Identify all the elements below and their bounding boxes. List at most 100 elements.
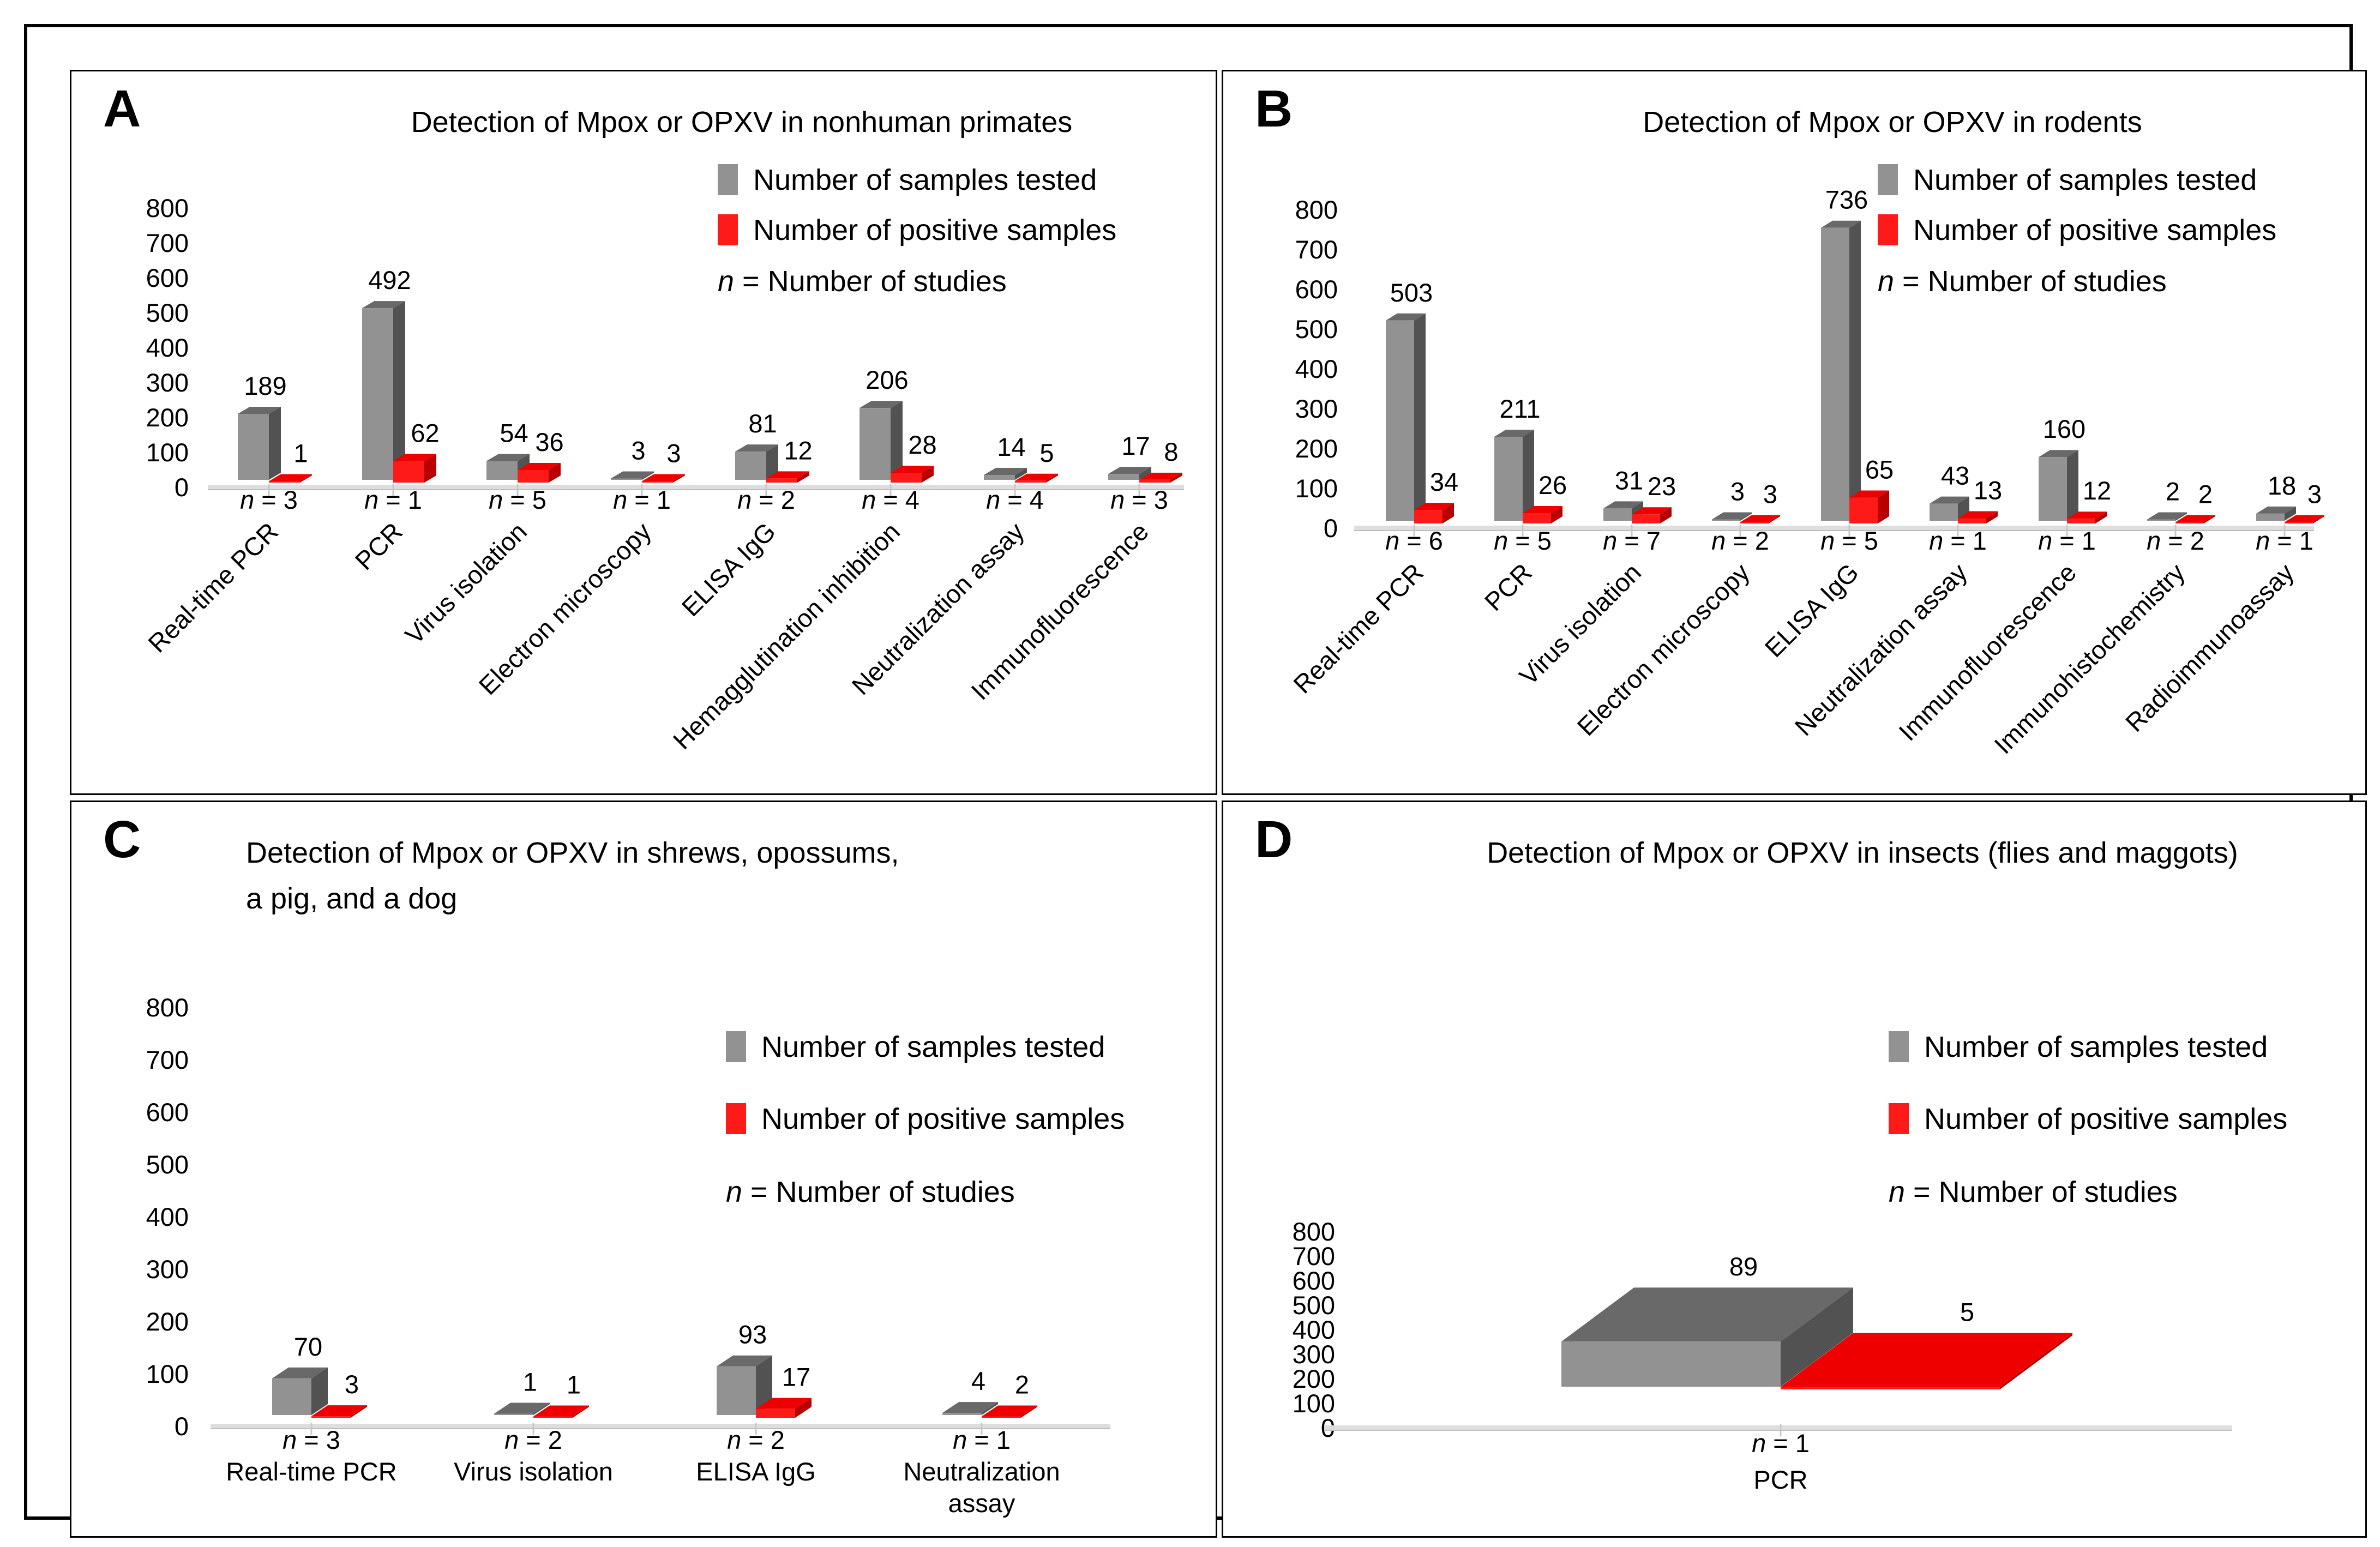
y-axis-tick-label: 500 xyxy=(146,1150,189,1179)
value-label-positive-samples: 3 xyxy=(2307,480,2322,509)
value-label-samples-tested: 18 xyxy=(2268,471,2296,500)
legend-item-positive-samples: Number of positive samples xyxy=(718,214,1116,246)
category-label: Real-time PCR xyxy=(142,517,284,658)
legend: Number of samples tested Number of posit… xyxy=(726,1031,1125,1209)
category-label: PCR xyxy=(349,517,408,576)
axis-line xyxy=(208,485,1184,489)
axis-line xyxy=(211,1424,1110,1428)
n-studies-label: n = 6 xyxy=(1385,526,1443,555)
axis-line-shadow xyxy=(211,1428,1110,1429)
panel-b: 0 100 200 300 400 500 600 700 800 503 34 n = 6 Real-… xyxy=(1222,70,2367,795)
chart-svg: 0 100 200 300 400 500 600 700 800 70 3n = 3 Real-ti… xyxy=(146,993,1110,1518)
value-label-samples-tested: 4 xyxy=(971,1367,985,1395)
legend-n-note: n = Number of studies xyxy=(726,1175,1125,1209)
n-studies-label: n = 3 xyxy=(240,485,298,514)
bar-group: 211 26 n = 5 PCR xyxy=(1479,394,1567,616)
bar-samples-tested xyxy=(2039,450,2078,521)
n-studies-label: n = 3 xyxy=(283,1425,340,1454)
value-label-samples-tested: 89 xyxy=(1729,1252,1758,1281)
bar-group: 70 3n = 3 Real-time PCR xyxy=(226,1332,396,1486)
bar-samples-tested xyxy=(1494,429,1534,521)
value-label-positive-samples: 12 xyxy=(784,436,812,465)
legend-label-samples-tested: Number of samples tested xyxy=(753,164,1097,196)
legend-label-positive-samples: Number of positive samples xyxy=(1924,1103,2288,1135)
legend-swatch-samples-tested-icon xyxy=(726,1031,746,1062)
category-label: ELISA IgG xyxy=(1759,558,1864,663)
category-label: ELISA IgG xyxy=(676,517,781,622)
bar-samples-tested xyxy=(362,301,405,480)
y-axis-tick-label: 300 xyxy=(146,1255,189,1284)
value-label-positive-samples: 13 xyxy=(1974,476,2002,505)
panel-letter: A xyxy=(103,80,141,138)
legend-item-positive-samples: Number of positive samples xyxy=(726,1103,1125,1135)
value-label-positive-samples: 3 xyxy=(1763,480,1777,509)
n-studies-label: n = 2 xyxy=(1711,526,1769,555)
bar-samples-tested xyxy=(1821,220,1861,521)
bar-samples-tested xyxy=(272,1367,328,1415)
bar-positive-samples xyxy=(1139,472,1182,483)
panel-letter: C xyxy=(103,810,141,869)
value-label-samples-tested: 31 xyxy=(1615,466,1643,495)
legend-item-samples-tested: Number of samples tested xyxy=(1889,1031,2287,1063)
y-axis-tick-label: 300 xyxy=(1293,1340,1335,1369)
n-studies-label: n = 5 xyxy=(1820,526,1878,555)
category-label: Virus isolation xyxy=(399,517,532,650)
value-label-samples-tested: 43 xyxy=(1941,461,1969,490)
value-label-positive-samples: 34 xyxy=(1430,467,1458,496)
category-label: Immunofluorescence xyxy=(1893,558,2082,747)
y-axis-tick-label: 700 xyxy=(146,1045,189,1074)
category-label: Real-time PCR xyxy=(1288,558,1429,699)
legend-item-samples-tested: Number of samples tested xyxy=(1878,164,2276,196)
value-label-samples-tested: 14 xyxy=(997,432,1025,461)
value-label-positive-samples: 2 xyxy=(1015,1370,1029,1399)
y-axis-tick-label: 800 xyxy=(1293,1217,1335,1246)
n-studies-label: n = 5 xyxy=(489,485,546,514)
value-label-samples-tested: 2 xyxy=(2166,477,2180,506)
y-axis-tick-label: 100 xyxy=(146,1359,189,1388)
value-label-samples-tested: 54 xyxy=(500,418,528,447)
n-studies-label: n = 3 xyxy=(1110,485,1168,514)
bar-samples-tested xyxy=(717,1355,772,1415)
n-studies-label: n = 2 xyxy=(737,485,795,514)
category-label: Virus isolation xyxy=(454,1457,613,1486)
value-label-samples-tested: 93 xyxy=(738,1320,767,1349)
value-label-positive-samples: 28 xyxy=(908,430,936,459)
bar-positive-samples xyxy=(642,474,685,483)
y-axis-tick-label: 600 xyxy=(1295,275,1338,304)
legend-n-note: n = Number of studies xyxy=(1878,264,2276,298)
bar-positive-samples xyxy=(393,454,436,483)
value-label-positive-samples: 5 xyxy=(1960,1297,1974,1326)
legend-swatch-positive-samples-icon xyxy=(726,1103,746,1134)
bar-samples-tested xyxy=(238,407,281,480)
y-axis-tick-label: 300 xyxy=(1295,394,1338,423)
n-studies-label: n = 1 xyxy=(613,485,671,514)
value-label-positive-samples: 5 xyxy=(1039,438,1054,467)
value-label-samples-tested: 1 xyxy=(523,1368,537,1396)
bar-group: 89 5 n = 1 PCR xyxy=(1561,1252,2072,1494)
legend-label-positive-samples: Number of positive samples xyxy=(753,214,1117,246)
legend-swatch-positive-samples-icon xyxy=(1878,214,1898,245)
n-studies-label: n = 2 xyxy=(504,1425,562,1454)
value-label-positive-samples: 12 xyxy=(2083,476,2111,505)
value-label-samples-tested: 206 xyxy=(866,365,908,394)
bar-samples-tested xyxy=(1561,1287,1853,1387)
panel-c-chart-area: 0 100 200 300 400 500 600 700 800 70 3 n = 3 Real-ti… xyxy=(71,802,1216,1536)
panel-letter: B xyxy=(1255,80,1293,138)
y-axis-tick-label: 200 xyxy=(146,1307,189,1336)
value-label-samples-tested: 3 xyxy=(631,436,645,465)
n-studies-label: n = 1 xyxy=(2256,526,2313,555)
bar-positive-samples xyxy=(1849,490,1889,523)
n-studies-label: n = 1 xyxy=(364,485,422,514)
bar-positive-samples xyxy=(518,462,561,483)
bar-positive-samples xyxy=(311,1405,367,1418)
figure-outer-border: 0 100 200 300 400 500 600 700 800 189 1 n = 3 Real-t… xyxy=(24,24,2367,1538)
n-note-text: = Number of studies xyxy=(1905,1176,2178,1208)
bar-positive-samples xyxy=(2067,511,2107,523)
panel-title: Detection of Mpox or OPXV in insects (fl… xyxy=(1387,830,2338,876)
value-label-samples-tested: 3 xyxy=(1730,477,1745,506)
bar-positive-samples xyxy=(2285,515,2324,523)
legend-label-samples-tested: Number of samples tested xyxy=(761,1031,1105,1063)
